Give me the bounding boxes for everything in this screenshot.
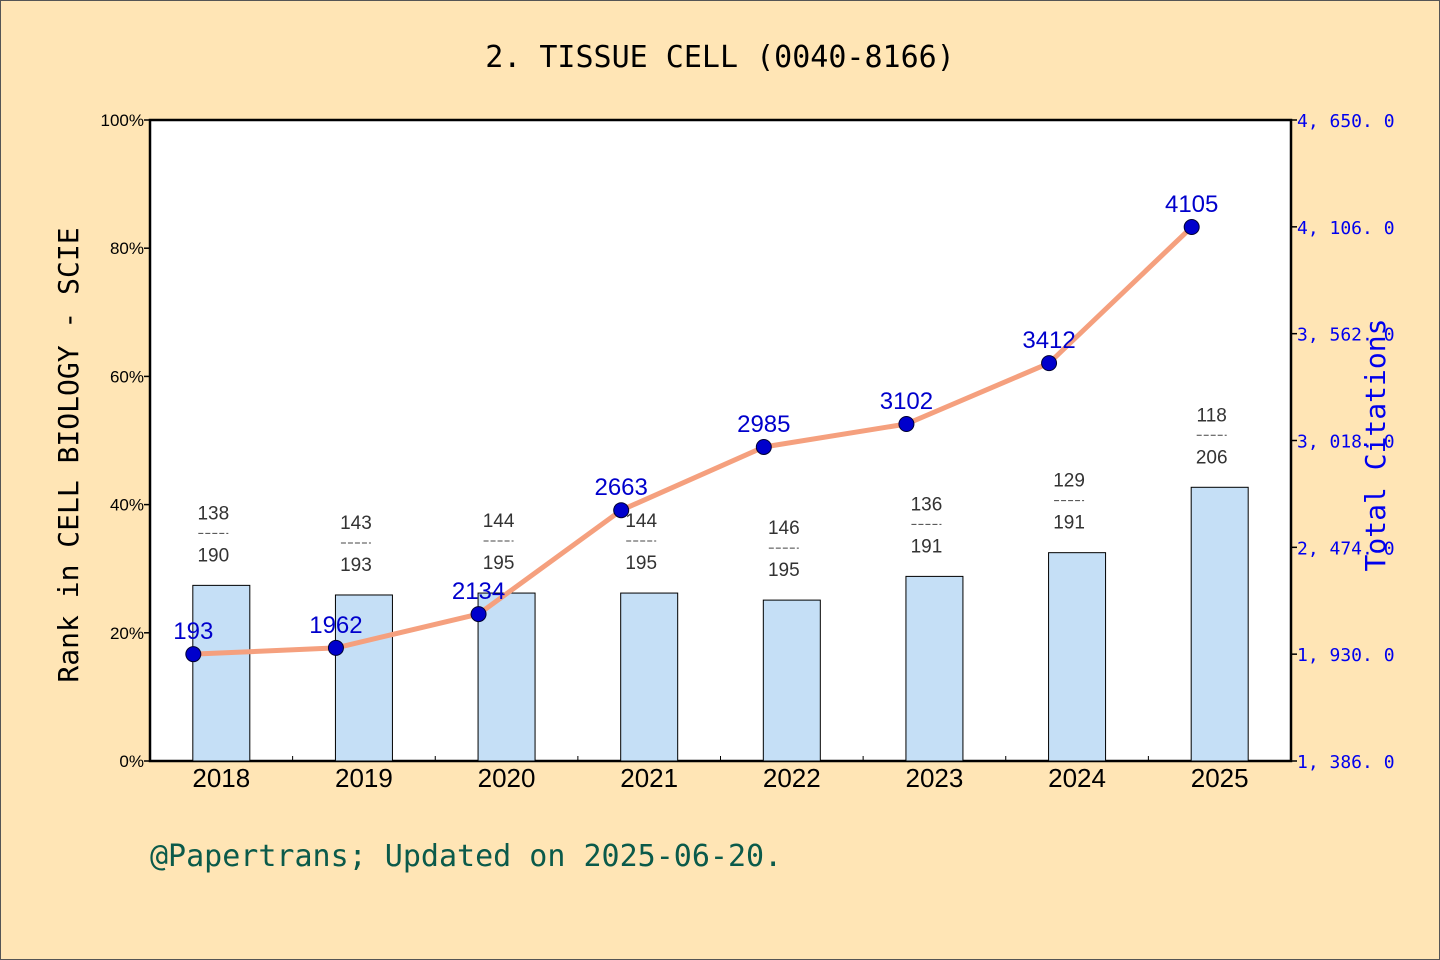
y-tick-right-3: 3, 018. 0: [1297, 432, 1395, 453]
y-tick-left-1: 20%: [110, 624, 144, 643]
y-tick-left-3: 60%: [110, 367, 144, 386]
rank-label-2024: 129: [1053, 471, 1085, 492]
y-tick-left-4: 80%: [110, 239, 144, 258]
rank-label-2019: 143: [340, 513, 372, 534]
rank-total-2025: 206: [1196, 447, 1228, 468]
x-tick-2024: 2024: [1048, 763, 1106, 793]
y-tick-right-2: 2, 474. 0: [1297, 538, 1395, 559]
rank-total-2021: 195: [625, 553, 657, 574]
y-tick-right-0: 1, 386. 0: [1297, 752, 1395, 773]
rank-total-2018: 190: [197, 545, 229, 566]
rank-label-2022: 146: [768, 518, 800, 539]
citation-label-2020: 2134: [452, 578, 505, 605]
chart-title: 2. TISSUE CELL (0040-8166): [485, 40, 955, 75]
citation-point-2019: [327, 639, 344, 656]
citations-line: [190, 224, 1195, 657]
bar-2025: [1190, 486, 1249, 762]
bar-2019: [334, 594, 393, 762]
bar-2024: [1048, 552, 1107, 762]
y-tick-left-2: 40%: [110, 496, 144, 515]
citation-label-2018: 193: [173, 618, 213, 645]
bar-2023: [905, 575, 964, 762]
citation-label-2019: 1962: [309, 612, 362, 639]
y-tick-right-5: 4, 106. 0: [1297, 218, 1395, 239]
rank-total-2019: 193: [340, 555, 372, 576]
bar-2018: [192, 584, 251, 762]
citation-label-2022: 2985: [737, 411, 790, 438]
y-tick-left-0: 0%: [119, 752, 144, 771]
y-tick-right-1: 1, 930. 0: [1297, 645, 1395, 666]
rank-label-2020: 144: [483, 511, 515, 532]
citation-point-2021: [613, 502, 630, 519]
x-tick-2020: 2020: [478, 763, 536, 793]
bar-2020: [477, 592, 536, 762]
citation-point-2023: [898, 416, 915, 433]
citation-label-2021: 2663: [594, 474, 647, 501]
y-tick-left-5: 100%: [101, 111, 144, 130]
citation-point-2025: [1183, 219, 1200, 236]
bar-2021: [620, 592, 679, 762]
bar-2022: [762, 599, 821, 762]
y-axis-label-left: Rank in CELL BIOLOGY - SCIE: [52, 227, 85, 682]
rank-total-2024: 191: [1053, 513, 1085, 534]
x-tick-2018: 2018: [192, 763, 250, 793]
x-tick-2025: 2025: [1191, 763, 1249, 793]
plot-area: [148, 118, 1293, 763]
y-tick-right-6: 4, 650. 0: [1297, 111, 1395, 132]
x-tick-2022: 2022: [763, 763, 821, 793]
rank-label-2025: 118: [1197, 405, 1227, 426]
citation-point-2020: [470, 606, 487, 623]
y-axis-label-right: Total Citations: [1359, 319, 1392, 572]
rank-total-2020: 195: [483, 553, 515, 574]
rank-label-2021: 144: [625, 511, 657, 532]
x-tick-2023: 2023: [906, 763, 964, 793]
citation-label-2024: 3412: [1022, 327, 1075, 354]
rank-label-2023: 136: [911, 494, 943, 515]
x-tick-2019: 2019: [335, 763, 393, 793]
x-tick-2021: 2021: [620, 763, 678, 793]
citation-label-2025: 4105: [1165, 191, 1218, 218]
rank-total-2023: 191: [911, 536, 943, 557]
footer-note: @Papertrans; Updated on 2025-06-20.: [150, 839, 782, 874]
y-tick-right-4: 3, 562. 0: [1297, 325, 1395, 346]
rank-total-2022: 195: [768, 560, 800, 581]
citation-point-2022: [755, 438, 772, 455]
citation-point-2018: [185, 646, 202, 663]
citation-point-2024: [1041, 355, 1058, 372]
rank-label-2018: 138: [197, 503, 229, 524]
citation-label-2023: 3102: [880, 388, 933, 415]
